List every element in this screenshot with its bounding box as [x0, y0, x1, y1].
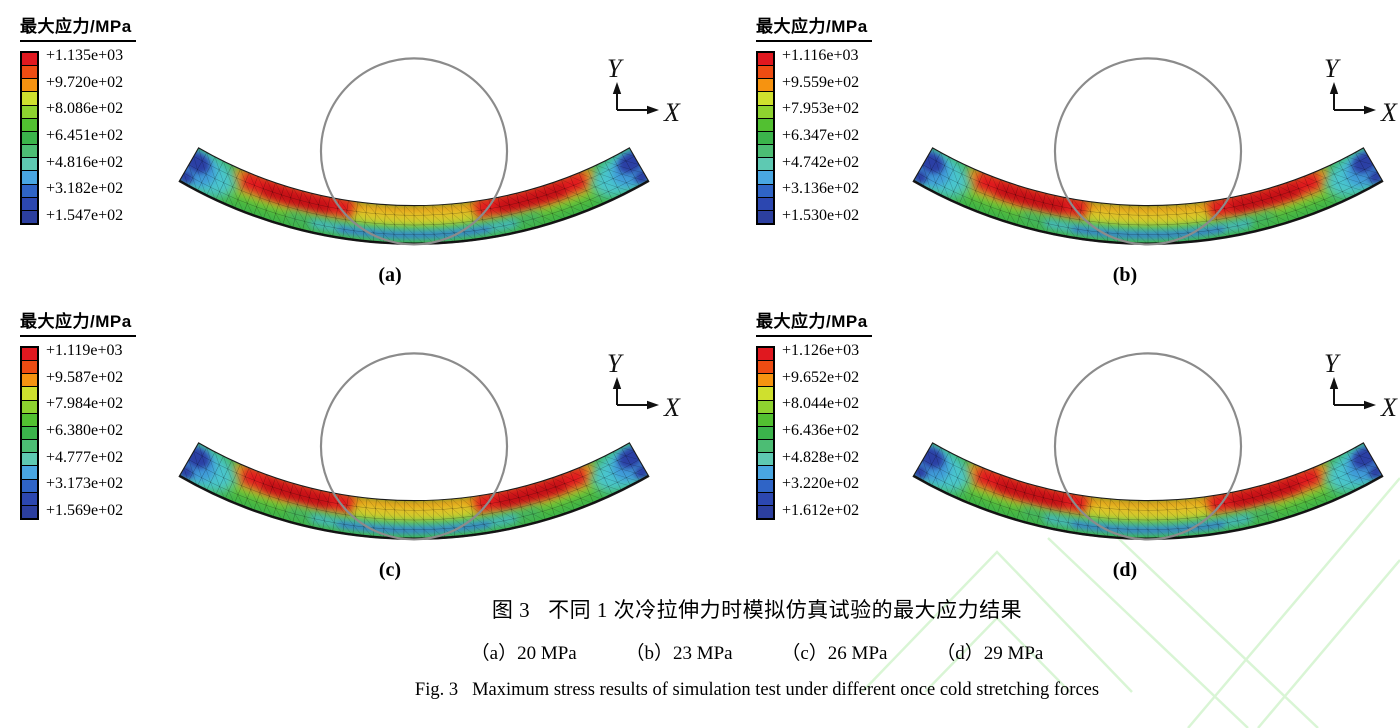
caption-title-cn: 不同 1 次冷拉伸力时模拟仿真试验的最大应力结果 [548, 598, 1023, 622]
y-axis-label: Y [607, 349, 624, 378]
legend-value: +1.612e+02 [782, 501, 860, 519]
legend-title: 最大应力/MPa [756, 12, 872, 42]
subfigure-label-b: (b) [1112, 264, 1138, 286]
x-arrowhead-icon [647, 400, 659, 410]
legend-value: +1.116e+03 [782, 47, 859, 64]
stress-contour-beam [178, 352, 650, 541]
y-arrowhead-icon [612, 82, 622, 94]
panel-b: 最大应力/MPa +1.116e+03 +9.559e+02 +7.953e+0… [700, 0, 1400, 295]
subcaption-a: （a）20 MPa [470, 643, 577, 664]
subfigure-label-d: (d) [1112, 559, 1138, 581]
stress-colorbar [756, 51, 775, 225]
stress-colorbar [20, 51, 39, 225]
legend-value: +9.559e+02 [782, 73, 860, 91]
legend-value: +4.777e+02 [46, 448, 124, 466]
stretching-die-circle [319, 57, 509, 246]
coordinate-axes: Y X [607, 349, 681, 422]
legend-value: +8.044e+02 [782, 395, 860, 413]
legend-value: +1.126e+03 [782, 342, 860, 359]
stress-colorbar [20, 346, 39, 520]
legend-value: +4.816e+02 [46, 153, 124, 171]
y-axis-label: Y [607, 54, 624, 83]
legend-value: +9.720e+02 [46, 73, 124, 91]
stress-legend-c: 最大应力/MPa +1.119e+03 +9.587e+02 +7.984e+0… [20, 307, 136, 520]
x-arrowhead-icon [1364, 105, 1376, 115]
legend-value: +3.173e+02 [46, 475, 124, 493]
subfigure-label-c: (c) [378, 559, 402, 581]
x-arrowhead-icon [1364, 400, 1376, 410]
coordinate-axes: Y X [607, 54, 681, 127]
x-axis-label: X [1380, 98, 1398, 127]
stress-legend-a: 最大应力/MPa +1.135e+03 +9.720e+02 +8.086e+0… [20, 12, 136, 225]
x-axis-label: X [1380, 393, 1398, 422]
y-arrowhead-icon [1329, 82, 1339, 94]
legend-value: +9.587e+02 [46, 368, 124, 386]
legend-title: 最大应力/MPa [20, 307, 136, 337]
y-axis-label: Y [1324, 54, 1341, 83]
x-axis-label: X [663, 393, 681, 422]
legend-value: +6.347e+02 [782, 126, 860, 144]
coordinate-axes: Y X [1324, 54, 1398, 127]
figure-captions: 图 3 不同 1 次冷拉伸力时模拟仿真试验的最大应力结果 （a）20 MPa （b… [114, 0, 1400, 728]
y-arrowhead-icon [1329, 377, 1339, 389]
y-arrowhead-icon [612, 377, 622, 389]
legend-value: +3.220e+02 [782, 475, 860, 493]
legend-values: +1.119e+03 +9.587e+02 +7.984e+02 +6.380e… [46, 343, 123, 519]
legend-value: +9.652e+02 [782, 368, 860, 386]
stretching-die-circle [1053, 57, 1243, 246]
legend-value: +1.530e+02 [782, 206, 860, 224]
coordinate-axes: Y X [1324, 349, 1398, 422]
stretching-die-circle [319, 352, 509, 541]
stress-colorbar [756, 346, 775, 520]
legend-value: +6.380e+02 [46, 421, 124, 439]
legend-value: +4.828e+02 [782, 448, 860, 466]
legend-value: +1.547e+02 [46, 206, 124, 224]
panel-d: 最大应力/MPa +1.126e+03 +9.652e+02 +8.044e+0… [700, 295, 1400, 590]
legend-value: +1.569e+02 [46, 501, 124, 519]
legend-title: 最大应力/MPa [756, 307, 872, 337]
subcaption-d: （d）29 MPa [936, 643, 1044, 664]
legend-value: +6.451e+02 [46, 126, 124, 144]
legend-value: +3.136e+02 [782, 180, 860, 198]
legend-value: +1.135e+03 [46, 47, 124, 64]
caption-title-en: Maximum stress results of simulation tes… [472, 680, 1100, 700]
subfigure-label-a: (a) [378, 264, 402, 286]
caption-english: Fig. 3 Maximum stress results of simulati… [114, 680, 1400, 701]
panel-c: 最大应力/MPa +1.119e+03 +9.587e+02 +7.984e+0… [0, 295, 700, 590]
legend-values: +1.135e+03 +9.720e+02 +8.086e+02 +6.451e… [46, 48, 123, 224]
caption-chinese: 图 3 不同 1 次冷拉伸力时模拟仿真试验的最大应力结果 [114, 594, 1400, 624]
subcaption-c: （c）26 MPa [781, 643, 888, 664]
legend-value: +1.119e+03 [46, 342, 123, 359]
legend-values: +1.116e+03 +9.559e+02 +7.953e+02 +6.347e… [782, 48, 859, 224]
legend-title: 最大应力/MPa [20, 12, 136, 42]
legend-value: +8.086e+02 [46, 100, 124, 118]
x-arrowhead-icon [647, 105, 659, 115]
legend-value: +3.182e+02 [46, 180, 124, 198]
caption-subfigure-forces: （a）20 MPa （b）23 MPa （c）26 MPa （d）29 MPa [114, 638, 1400, 665]
legend-value: +4.742e+02 [782, 153, 860, 171]
stress-contour-beam [178, 57, 650, 246]
legend-value: +6.436e+02 [782, 421, 860, 439]
stress-legend-b: 最大应力/MPa +1.116e+03 +9.559e+02 +7.953e+0… [756, 12, 872, 225]
caption-figure-number-cn: 图 3 [491, 598, 531, 622]
caption-figure-number-en: Fig. 3 [414, 680, 459, 700]
stress-legend-d: 最大应力/MPa +1.126e+03 +9.652e+02 +8.044e+0… [756, 307, 872, 520]
legend-values: +1.126e+03 +9.652e+02 +8.044e+02 +6.436e… [782, 343, 859, 519]
legend-value: +7.953e+02 [782, 100, 860, 118]
y-axis-label: Y [1324, 349, 1341, 378]
subcaption-b: （b）23 MPa [625, 643, 733, 664]
x-axis-label: X [663, 98, 681, 127]
panel-a: 最大应力/MPa +1.135e+03 +9.720e+02 +8.086e+0… [0, 0, 700, 295]
legend-value: +7.984e+02 [46, 395, 124, 413]
stress-contour-beam [912, 57, 1384, 246]
